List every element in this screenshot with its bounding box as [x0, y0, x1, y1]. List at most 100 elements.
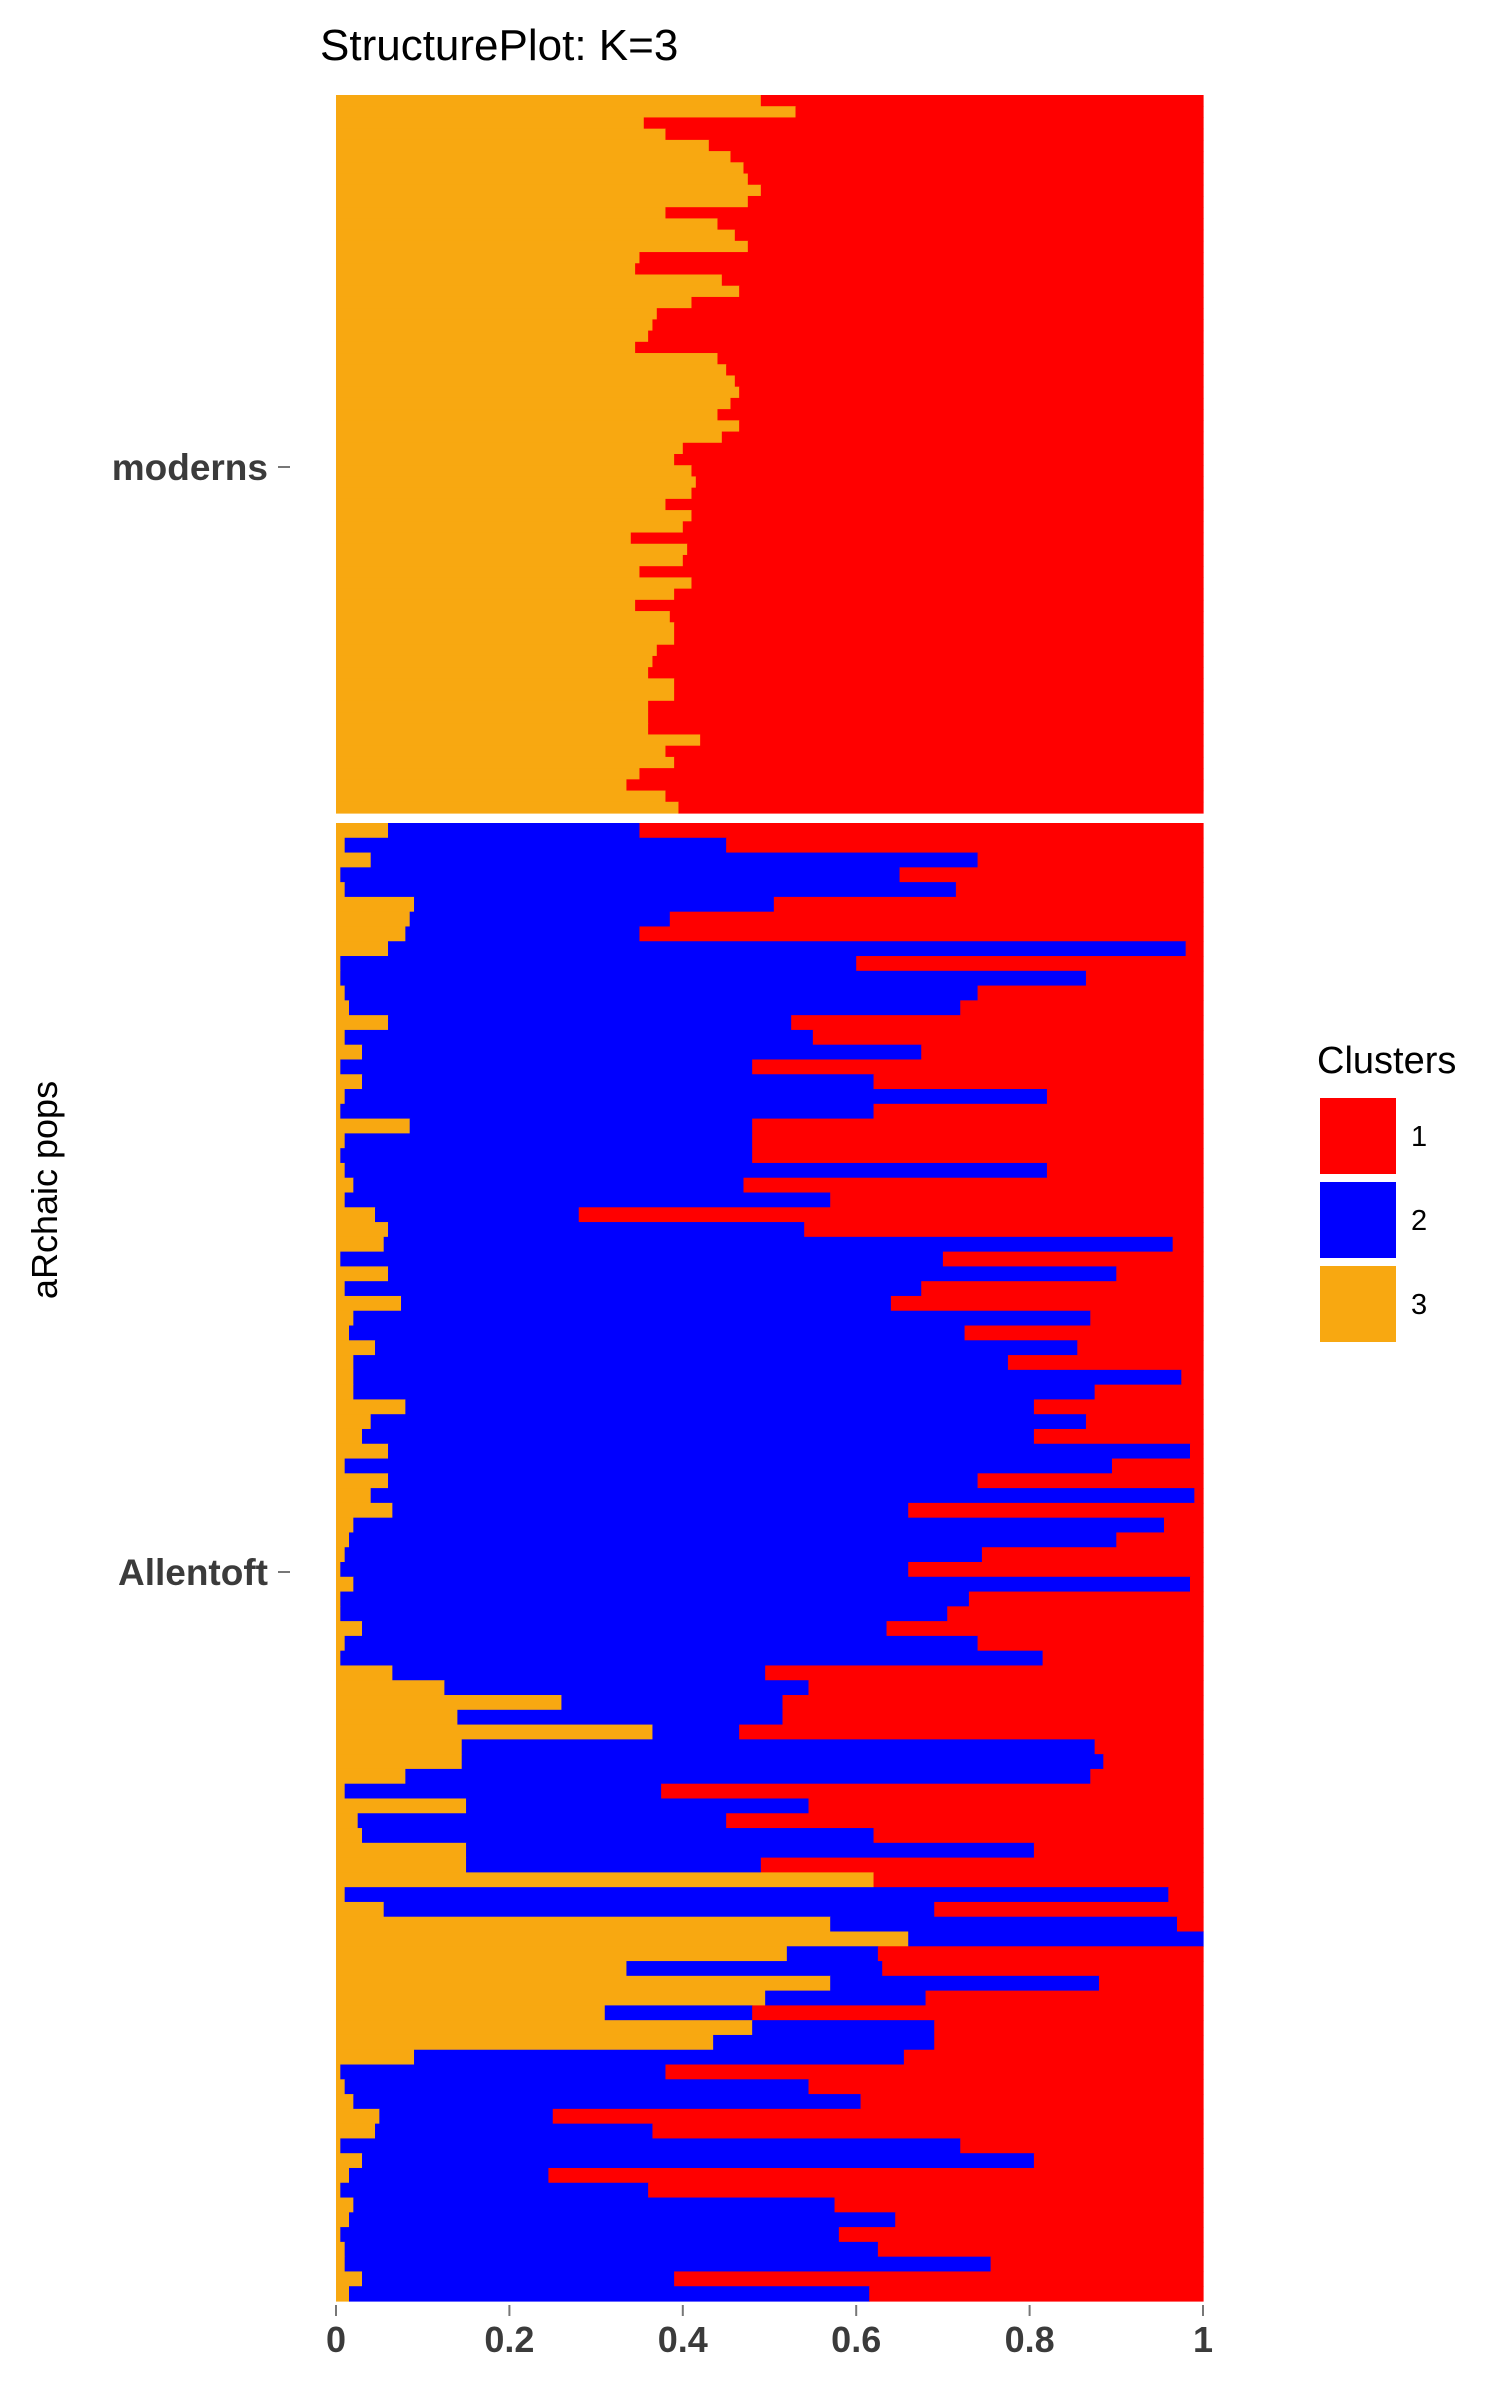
bar-segment-cluster-1 — [674, 633, 1204, 646]
bar-segment-cluster-1 — [886, 1621, 1204, 1637]
bar-segment-cluster-2 — [370, 1488, 1195, 1504]
bar-segment-cluster-3 — [336, 1029, 346, 1046]
bar-segment-cluster-3 — [336, 1369, 354, 1386]
bar-segment-cluster-2 — [353, 1177, 745, 1194]
bar-segment-cluster-1 — [648, 330, 1204, 343]
bar-segment-cluster-1 — [656, 308, 1204, 320]
bar-segment-cluster-3 — [336, 1502, 393, 1519]
bar-segment-cluster-1 — [960, 1000, 1204, 1016]
bar-segment-cluster-1 — [934, 2020, 1204, 2036]
bar-segment-cluster-2 — [344, 985, 979, 1001]
bar-segment-cluster-1 — [1098, 1975, 1204, 1992]
legend-label-2: 2 — [1411, 1205, 1427, 1237]
legend-entries: 1 2 3 — [1320, 1098, 1427, 1342]
bar-segment-cluster-1 — [743, 1177, 1204, 1194]
bar-segment-cluster-2 — [340, 1103, 875, 1120]
bar-segment-cluster-3 — [336, 1576, 354, 1593]
bar-segment-cluster-3 — [336, 1635, 346, 1652]
bar-segment-cluster-3 — [336, 2182, 341, 2199]
bar-segment-cluster-1 — [665, 790, 1204, 803]
bar-segment-cluster-1 — [739, 285, 1204, 298]
bar-segment-cluster-3 — [336, 1044, 363, 1061]
bar-segment-cluster-1 — [552, 2108, 1204, 2125]
bar-segment-cluster-2 — [344, 837, 727, 854]
bar-segment-cluster-3 — [336, 274, 723, 287]
bar-segment-cluster-3 — [336, 1399, 406, 1415]
bar-segment-cluster-1 — [721, 274, 1204, 287]
legend-label-3: 3 — [1411, 1289, 1427, 1321]
bar-segment-cluster-1 — [869, 2286, 1204, 2302]
bar-segment-cluster-3 — [336, 252, 641, 264]
bar-segment-cluster-3 — [336, 1828, 363, 1844]
bar-segment-cluster-3 — [336, 139, 710, 152]
bar-segment-cluster-1 — [1090, 1310, 1204, 1327]
x-tick-label: 0.4 — [658, 2319, 708, 2360]
bar-segment-cluster-3 — [336, 655, 654, 668]
bar-segment-cluster-1 — [782, 1695, 1204, 1711]
bar-segment-cluster-2 — [392, 1665, 766, 1681]
bar-segment-cluster-3 — [336, 1103, 341, 1120]
bar-segment-cluster-2 — [340, 956, 857, 972]
bar-segment-cluster-3 — [336, 1901, 385, 1918]
bar-segment-cluster-2 — [362, 1074, 875, 1090]
bar-segment-cluster-3 — [336, 1059, 341, 1075]
bar-segment-cluster-2 — [405, 1399, 1035, 1415]
bar-segment-cluster-1 — [635, 263, 1204, 276]
bar-segment-cluster-3 — [336, 622, 675, 635]
bar-segment-cluster-1 — [1181, 1369, 1204, 1386]
bar-segment-cluster-3 — [336, 1783, 346, 1800]
bar-segment-cluster-1 — [1007, 1355, 1204, 1371]
bar-segment-cluster-1 — [968, 1591, 1204, 1607]
bar-segment-cluster-3 — [336, 1148, 341, 1164]
bar-segment-cluster-2 — [604, 2005, 753, 2021]
bar-segment-cluster-2 — [414, 2049, 905, 2066]
bar-segment-cluster-1 — [656, 644, 1204, 657]
bar-segment-cluster-2 — [340, 1591, 970, 1607]
bar-segment-cluster-3 — [336, 1606, 341, 1622]
bar-segment-cluster-2 — [349, 1325, 966, 1341]
bar-segment-cluster-1 — [1172, 1236, 1204, 1253]
bar-segment-cluster-3 — [336, 1916, 831, 1933]
bar-segment-cluster-1 — [752, 1118, 1204, 1134]
bar-segment-cluster-1 — [1103, 1754, 1204, 1770]
bar-segment-cluster-3 — [336, 2167, 350, 2184]
bar-segment-cluster-1 — [674, 622, 1204, 635]
bar-segment-cluster-2 — [340, 1650, 1044, 1667]
bar-segment-cluster-3 — [336, 454, 675, 466]
bar-segment-cluster-1 — [739, 1724, 1204, 1740]
bar-segment-cluster-1 — [665, 2064, 1204, 2080]
bar-segment-cluster-1 — [882, 1961, 1204, 1977]
bar-segment-cluster-1 — [873, 1103, 1204, 1120]
bar-segment-cluster-3 — [336, 1621, 363, 1637]
bar-segment-cluster-3 — [336, 543, 688, 556]
bar-segment-cluster-3 — [336, 667, 649, 679]
bar-segment-cluster-2 — [362, 2271, 675, 2287]
bar-segment-cluster-3 — [336, 1236, 385, 1253]
bar-segment-cluster-2 — [353, 1310, 1091, 1327]
bar-segment-cluster-3 — [336, 801, 680, 814]
bar-segment-cluster-3 — [336, 330, 649, 343]
legend-swatch-2 — [1320, 1182, 1396, 1258]
bar-segment-cluster-3 — [336, 1015, 389, 1031]
bar-segment-cluster-3 — [336, 128, 667, 141]
bar-segment-cluster-1 — [643, 117, 1204, 130]
bar-segment-cluster-2 — [340, 1606, 948, 1622]
bar-segment-cluster-2 — [375, 2123, 654, 2140]
bar-segment-cluster-1 — [1176, 1916, 1204, 1933]
bar-segment-cluster-3 — [336, 554, 684, 567]
bar-segment-cluster-3 — [336, 341, 636, 354]
bar-segment-cluster-1 — [734, 229, 1204, 242]
bar-segment-cluster-2 — [388, 1222, 805, 1238]
bar-segment-cluster-2 — [461, 1754, 1104, 1770]
bar-segment-cluster-1 — [964, 1325, 1204, 1341]
bar-segment-cluster-2 — [344, 1089, 1048, 1105]
bar-segment-cluster-2 — [340, 867, 901, 883]
bar-segment-cluster-1 — [1046, 1089, 1204, 1105]
bar-segment-cluster-3 — [336, 117, 645, 130]
bar-segment-cluster-1 — [955, 882, 1204, 898]
bar-segment-cluster-2 — [370, 852, 979, 868]
bar-segment-cluster-3 — [336, 2049, 415, 2066]
bar-segment-cluster-3 — [336, 442, 684, 455]
bar-segment-cluster-2 — [461, 1739, 1096, 1755]
